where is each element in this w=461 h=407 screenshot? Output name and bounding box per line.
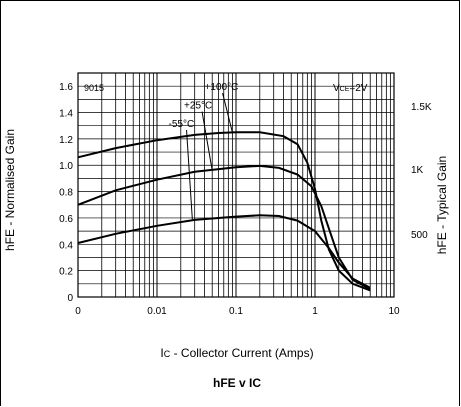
y-axis-label-left: hFE - Normalised Gain bbox=[3, 129, 17, 251]
series-line-1 bbox=[77, 164, 371, 290]
right-tick-label: 1K bbox=[411, 165, 424, 176]
y-axis-label-right: hFE - Typical Gain bbox=[435, 156, 449, 254]
grid bbox=[78, 73, 394, 297]
plot-border bbox=[77, 72, 395, 298]
series-group: +100°C +25°C -55°C bbox=[77, 82, 371, 292]
x-tick-label: 10 bbox=[388, 306, 400, 317]
y-tick-label: 1.4 bbox=[59, 109, 73, 120]
chart-title: hFE v IC bbox=[213, 376, 261, 390]
series-line-0 bbox=[77, 131, 371, 292]
x-tick-label: 0 bbox=[75, 306, 81, 317]
y-tick-label: 0.6 bbox=[59, 214, 73, 225]
series-label-1: +25°C bbox=[184, 101, 212, 112]
x-axis-label: IC - Collector Current (Amps) bbox=[160, 346, 313, 360]
series-leader-1 bbox=[201, 111, 213, 171]
series-leader-2 bbox=[186, 129, 193, 220]
x-tick-label: 1 bbox=[312, 306, 318, 317]
y-tick-label: 0.2 bbox=[59, 267, 73, 278]
y-tick-label: 1.6 bbox=[59, 82, 73, 93]
y-tick-label: 0.4 bbox=[59, 240, 73, 251]
x-tick-label: 0.01 bbox=[147, 306, 167, 317]
series-label-2: -55°C bbox=[169, 119, 195, 130]
right-tick-label: 500 bbox=[411, 230, 428, 241]
right-tick-label: 1.5K bbox=[411, 102, 432, 113]
y-tick-label: 1.2 bbox=[59, 135, 73, 146]
condition-label: VCE=2V bbox=[333, 83, 368, 94]
y-tick-label: 1.0 bbox=[59, 161, 73, 172]
series-label-0: +100°C bbox=[205, 82, 239, 93]
y-tick-label: 0.8 bbox=[59, 188, 73, 199]
tick-labels: 0 0.01 0.1 1 10 0 0.2 0.4 0.6 0.8 1.0 1.2 1.4 1.6 1.5K… bbox=[59, 82, 432, 317]
x-tick-label: 0.1 bbox=[229, 306, 243, 317]
series-line-2 bbox=[77, 214, 371, 289]
device-label: 9015 bbox=[84, 83, 104, 93]
y-tick-label: 0 bbox=[67, 293, 73, 304]
series-leader-0 bbox=[222, 93, 233, 133]
